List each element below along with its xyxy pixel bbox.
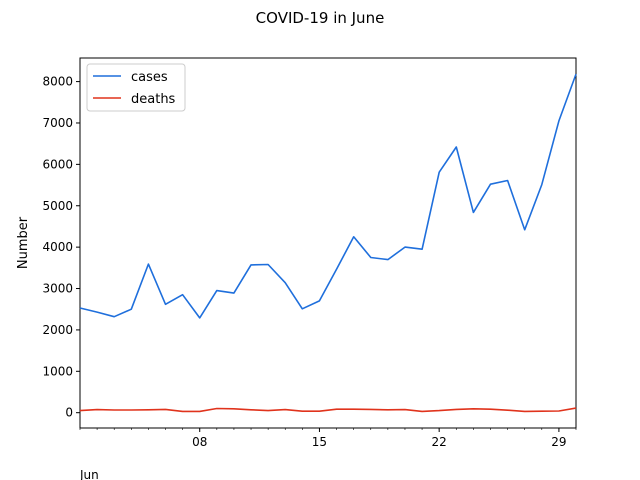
legend-label-cases: cases [131,70,168,85]
x-tick-label: 15 [312,435,327,449]
y-tick-label: 4000 [42,240,73,254]
series-line-deaths [79,407,577,413]
y-tick-label: 3000 [42,282,73,296]
chart-title: COVID-19 in June [256,9,385,27]
x-axis-month-label: Jun [79,468,99,480]
legend: cases deaths [86,63,186,112]
x-tick-label: 22 [432,435,447,449]
y-tick-label: 0 [65,406,73,420]
series-layer [79,73,577,413]
series-line-cases [79,73,577,319]
x-tick-label: 29 [551,435,566,449]
y-axis-label: Number [16,216,31,269]
y-tick-label: 8000 [42,75,73,89]
x-axis: 08 15 22 29 [79,428,577,449]
y-tick-label: 7000 [42,116,73,130]
plot-area [79,57,577,429]
legend-label-deaths: deaths [131,92,176,107]
plot-frame [79,57,577,429]
x-tick-label: 08 [192,435,207,449]
y-tick-label: 5000 [42,199,73,213]
y-tick-label: 2000 [42,323,73,337]
y-tick-label: 6000 [42,157,73,171]
y-axis: 0 1000 2000 3000 4000 5000 6000 7000 8000 [42,75,80,420]
y-tick-label: 1000 [42,364,73,378]
